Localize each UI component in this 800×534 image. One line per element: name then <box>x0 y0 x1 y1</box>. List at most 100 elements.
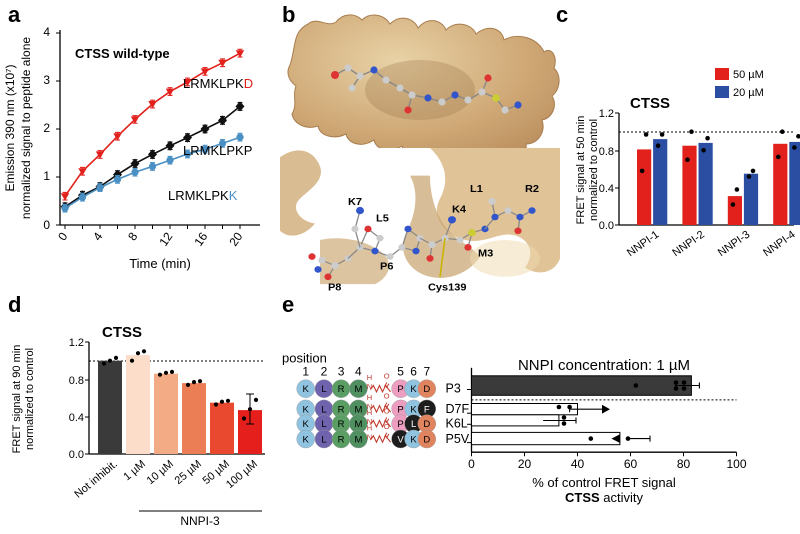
svg-text:D7F: D7F <box>446 402 470 416</box>
svg-text:R: R <box>338 404 345 415</box>
svg-text:1.2: 1.2 <box>69 337 84 349</box>
svg-text:2: 2 <box>43 121 50 135</box>
svg-text:K6L: K6L <box>446 417 468 431</box>
svg-text:K4: K4 <box>452 204 466 215</box>
svg-text:1: 1 <box>43 169 50 183</box>
svg-text:D: D <box>423 384 430 395</box>
svg-text:80: 80 <box>677 457 691 471</box>
svg-text:LRMKLPKK: LRMKLPKK <box>168 188 238 203</box>
svg-text:0.4: 0.4 <box>69 412 84 424</box>
svg-text:O: O <box>384 372 390 381</box>
svg-text:L1: L1 <box>470 184 483 195</box>
svg-text:5: 5 <box>397 365 404 379</box>
svg-text:NNPI-3: NNPI-3 <box>716 229 752 260</box>
svg-text:K7: K7 <box>348 196 362 207</box>
svg-text:4: 4 <box>43 25 50 39</box>
svg-text:K: K <box>303 435 310 446</box>
svg-text:6: 6 <box>410 365 417 379</box>
svg-text:P: P <box>397 404 403 415</box>
svg-text:R2: R2 <box>525 184 539 195</box>
svg-text:H: H <box>367 393 372 402</box>
svg-text:20: 20 <box>518 457 532 471</box>
svg-text:R: R <box>338 384 345 395</box>
svg-text:20 µM: 20 µM <box>733 87 764 99</box>
svg-text:M: M <box>354 419 362 430</box>
svg-text:CTSS activity: CTSS activity <box>565 490 644 505</box>
svg-text:normalized to control: normalized to control <box>588 119 600 221</box>
svg-text:M3: M3 <box>478 248 493 259</box>
svg-text:P3: P3 <box>446 382 461 396</box>
svg-text:NNPI-1: NNPI-1 <box>625 229 661 260</box>
svg-text:25 µM: 25 µM <box>173 458 204 487</box>
svg-text:3: 3 <box>338 365 345 379</box>
svg-text:M: M <box>354 435 362 446</box>
svg-text:L: L <box>321 384 326 395</box>
svg-text:CTSS: CTSS <box>630 95 670 112</box>
svg-text:0.0: 0.0 <box>69 449 84 461</box>
svg-text:50 µM: 50 µM <box>733 69 764 81</box>
svg-text:normalized signal to peptide a: normalized signal to peptide alone <box>19 37 33 219</box>
svg-text:100: 100 <box>726 457 746 471</box>
svg-text:1.2: 1.2 <box>599 108 614 120</box>
svg-text:P5V: P5V <box>446 432 470 446</box>
svg-text:7: 7 <box>423 365 430 379</box>
svg-text:Emission 390 nm (x10⁷): Emission 390 nm (x10⁷) <box>3 64 17 191</box>
svg-text:16: 16 <box>191 229 210 248</box>
svg-text:Not inhibit.: Not inhibit. <box>72 458 120 501</box>
svg-text:D: D <box>423 419 430 430</box>
svg-text:NNPI concentration: 1 µM: NNPI concentration: 1 µM <box>518 357 690 374</box>
svg-text:0: 0 <box>43 218 50 232</box>
svg-text:P: P <box>397 384 403 395</box>
svg-text:CTSS wild-type: CTSS wild-type <box>75 46 170 61</box>
svg-text:L: L <box>411 419 416 430</box>
svg-text:NNPI-2: NNPI-2 <box>670 229 706 260</box>
svg-text:10 µM: 10 µM <box>145 458 176 487</box>
svg-text:Time (min): Time (min) <box>129 256 191 271</box>
svg-text:LRMKLPKD: LRMKLPKD <box>183 76 253 91</box>
svg-text:D: D <box>423 435 430 446</box>
svg-text:NNPI-3: NNPI-3 <box>180 514 220 528</box>
svg-text:P6: P6 <box>380 261 394 272</box>
svg-text:F: F <box>424 404 430 415</box>
svg-text:V: V <box>397 435 404 446</box>
svg-text:LRMKLPKP: LRMKLPKP <box>183 143 252 158</box>
svg-text:1 µM: 1 µM <box>121 458 148 483</box>
svg-text:12: 12 <box>156 229 175 248</box>
svg-text:K: K <box>303 404 310 415</box>
svg-text:% of control FRET signal: % of control FRET signal <box>532 475 676 490</box>
svg-text:L5: L5 <box>376 213 389 224</box>
svg-text:N: N <box>367 382 372 391</box>
svg-text:position: position <box>282 351 327 366</box>
svg-text:N: N <box>367 432 372 441</box>
svg-text:8: 8 <box>125 229 140 243</box>
svg-text:H: H <box>367 373 372 382</box>
svg-text:L: L <box>321 419 326 430</box>
svg-text:M: M <box>354 404 362 415</box>
svg-text:100 µM: 100 µM <box>224 458 260 491</box>
svg-text:K: K <box>410 435 417 446</box>
svg-text:R: R <box>338 419 345 430</box>
svg-text:NNPI-4: NNPI-4 <box>761 229 797 260</box>
svg-text:O: O <box>384 392 390 401</box>
svg-text:0.8: 0.8 <box>599 146 614 158</box>
svg-text:P: P <box>397 419 403 430</box>
svg-text:K: K <box>303 419 310 430</box>
svg-text:K: K <box>410 384 417 395</box>
svg-text:0.4: 0.4 <box>599 183 614 195</box>
svg-text:0.8: 0.8 <box>69 375 84 387</box>
svg-text:40: 40 <box>571 457 585 471</box>
svg-text:O: O <box>384 422 390 431</box>
svg-text:0: 0 <box>468 457 475 471</box>
svg-text:1: 1 <box>302 365 309 379</box>
svg-text:M: M <box>354 384 362 395</box>
svg-text:0.0: 0.0 <box>599 220 614 232</box>
svg-text:R: R <box>338 435 345 446</box>
svg-text:O: O <box>384 407 390 416</box>
svg-text:L: L <box>321 435 326 446</box>
svg-text:2: 2 <box>321 365 328 379</box>
svg-text:FRET signal at 90 min: FRET signal at 90 min <box>11 345 23 454</box>
svg-text:FRET signal at 50 min: FRET signal at 50 min <box>575 116 587 225</box>
svg-text:0: 0 <box>55 229 70 243</box>
svg-text:normalized to control: normalized to control <box>24 348 36 450</box>
svg-text:L: L <box>321 404 326 415</box>
